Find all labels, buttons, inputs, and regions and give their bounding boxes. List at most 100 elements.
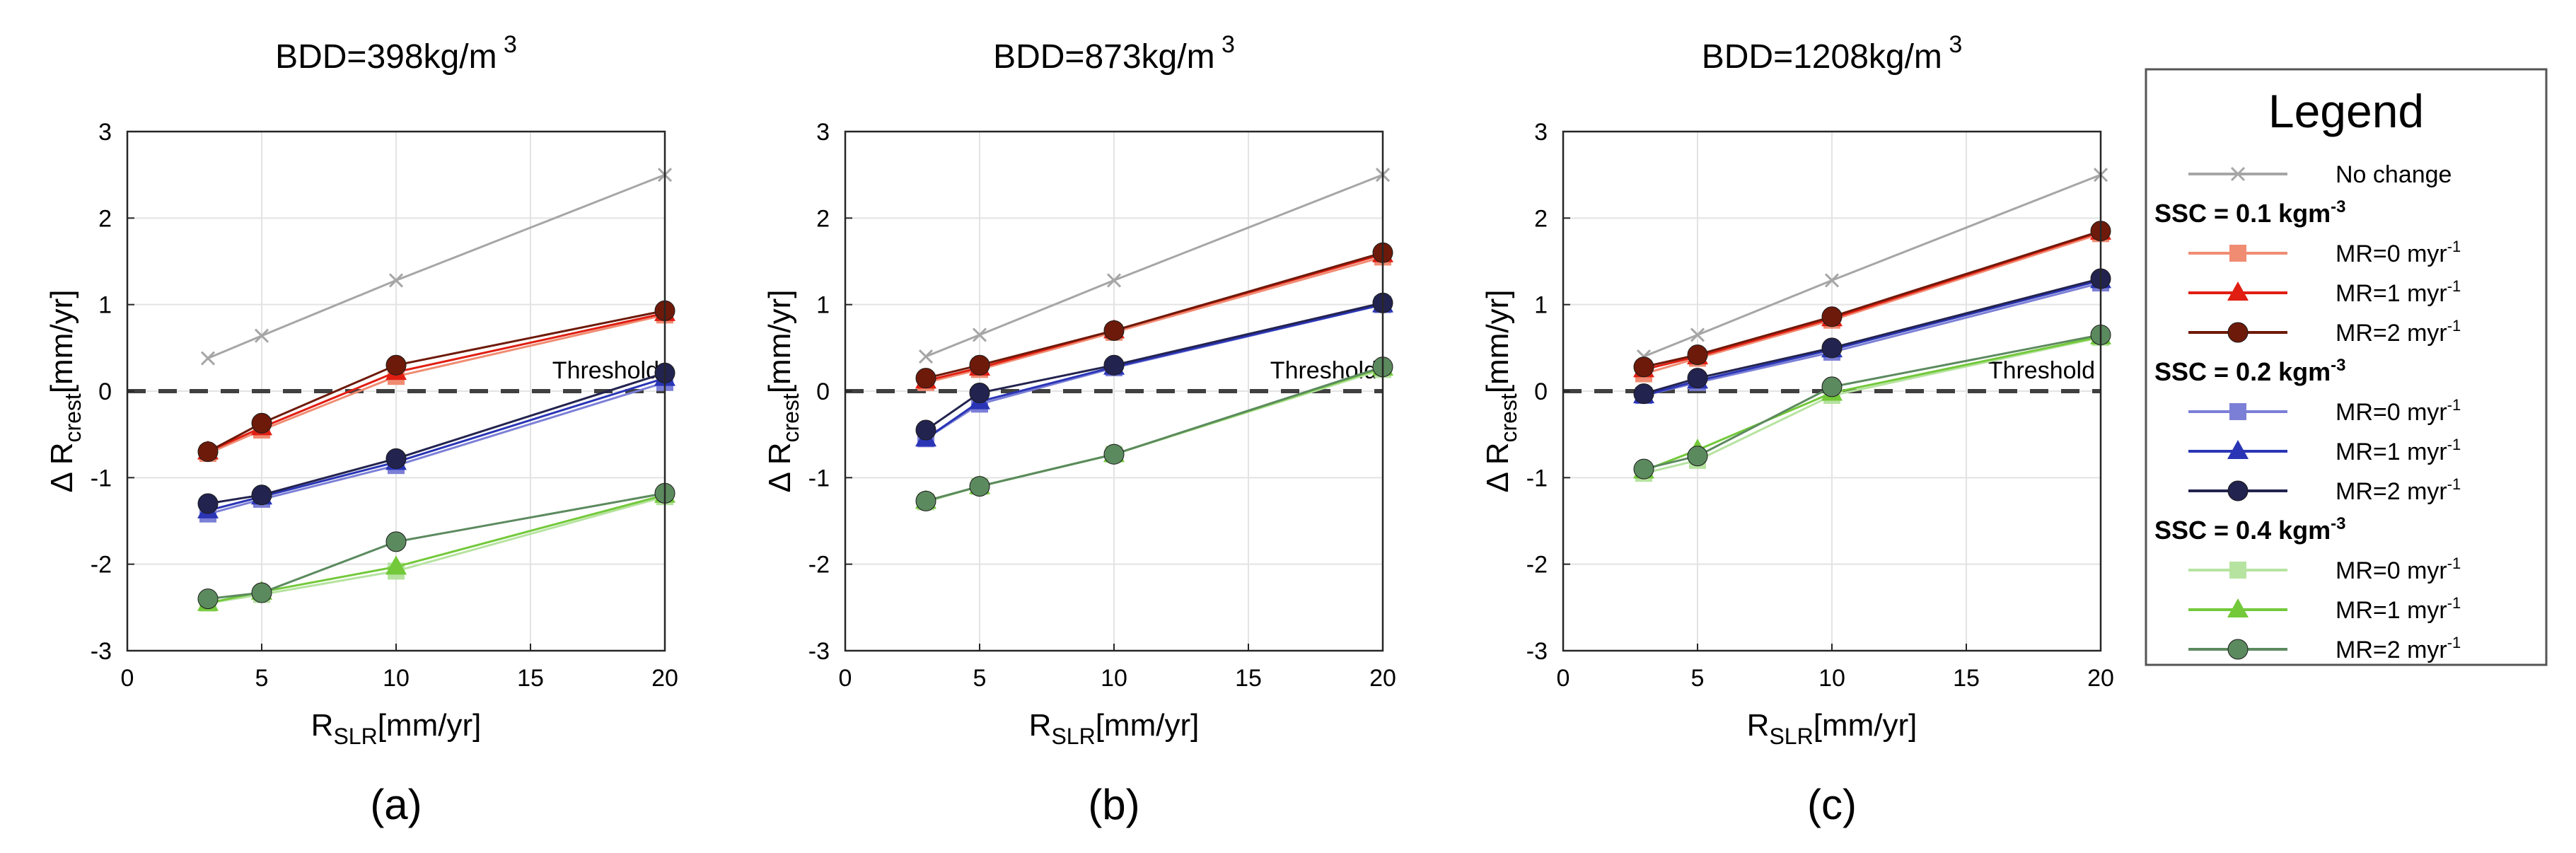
x-axis-label-unit: [mm/yr] [1814, 708, 1918, 743]
legend-label-sup: -1 [2447, 475, 2461, 493]
data-point-s3-1 [1687, 344, 1708, 366]
x-tick-label: 5 [973, 665, 987, 692]
series-line-3 [925, 251, 1383, 380]
data-point-s3-1 [251, 412, 272, 434]
series-line-1 [925, 255, 1383, 384]
series-line-7 [207, 495, 666, 605]
y-axis-label-sub: crest [1496, 393, 1521, 442]
x-axis-label-main: R [311, 708, 334, 743]
legend-label: MR=2 myr-1 [2336, 475, 2461, 505]
series-line-1 [207, 313, 666, 455]
legend-label: MR=1 myr-1 [2336, 277, 2461, 307]
x-axis-label: RSLR[mm/yr] [1747, 708, 1918, 749]
data-point-s0-2 [1106, 273, 1122, 288]
legend-heading-sup: -3 [2331, 197, 2345, 216]
x-axis-label-sub: SLR [333, 724, 377, 749]
data-point-s6-2 [1103, 354, 1125, 376]
series-line-3 [1643, 230, 2101, 369]
y-tick-label: -1 [91, 465, 112, 492]
legend-label: MR=0 myr-1 [2336, 555, 2461, 584]
data-point-s0-0 [918, 349, 934, 364]
y-tick-label: 3 [816, 119, 830, 146]
legend-label: MR=0 myr-1 [2336, 396, 2461, 426]
legend-heading-text: SSC = 0.1 kgm [2154, 199, 2331, 228]
series-line-0 [1643, 173, 2101, 358]
y-tick-label: -1 [808, 465, 830, 492]
x-tick-label: 20 [1369, 665, 1396, 692]
legend-label: MR=1 myr-1 [2336, 594, 2461, 624]
y-axis-label-unit: [mm/yr] [762, 290, 797, 394]
legend-heading-sup: -3 [2331, 514, 2345, 533]
chart-title: BDD=398kg/m 3 [275, 31, 517, 76]
data-point-s0-0 [200, 351, 216, 366]
data-point-s9-2 [1103, 443, 1125, 465]
chart-title-text: BDD=873kg/m [993, 38, 1214, 76]
data-point-s3-1 [969, 354, 990, 376]
y-axis-label-sub: crest [778, 393, 803, 442]
x-axis-label: RSLR[mm/yr] [1029, 708, 1200, 749]
x-axis-label-main: R [1747, 708, 1770, 743]
series-line-2 [207, 312, 666, 453]
data-point-s9-0 [915, 490, 936, 511]
data-point-s6-2 [1821, 337, 1843, 359]
x-tick-label: 0 [1557, 665, 1570, 692]
legend-marker [2227, 480, 2249, 501]
y-tick-label: -2 [1526, 552, 1548, 579]
y-axis-label: Δ Rcrest[mm/yr] [1480, 290, 1521, 493]
legend-item: MR=1 myr-1 [2188, 277, 2461, 307]
legend-heading-text: SSC = 0.4 kgm [2154, 516, 2331, 545]
legend-item: MR=1 myr-1 [2188, 594, 2461, 624]
legend-heading-sup: -3 [2331, 356, 2345, 375]
y-tick-label: -3 [1526, 638, 1548, 665]
legend-label-text: MR=1 myr [2336, 439, 2447, 465]
x-tick-label: 5 [255, 665, 269, 692]
legend-label-text: MR=0 myr [2336, 240, 2447, 267]
data-point-s9-1 [1687, 446, 1708, 467]
series-line-5 [925, 303, 1383, 440]
panel-label: (b) [1088, 781, 1139, 828]
chart-title-sup: 3 [1942, 31, 1962, 58]
panel-label: (c) [1807, 781, 1857, 828]
y-tick-label: -3 [91, 638, 112, 665]
y-tick-label: -2 [808, 552, 830, 579]
legend-label-text: MR=1 myr [2336, 597, 2447, 624]
panel-label: (a) [370, 781, 422, 828]
data-point-s9-0 [197, 588, 219, 610]
series-line-7 [1643, 336, 2101, 475]
y-tick-label: 0 [98, 378, 112, 405]
legend-item: MR=0 myr-1 [2188, 238, 2461, 267]
data-point-s3-0 [1633, 356, 1654, 378]
legend-marker [2229, 403, 2246, 420]
legend-item: MR=2 myr-1 [2188, 317, 2461, 347]
chart-title: BDD=1208kg/m 3 [1702, 31, 1963, 76]
legend-label-text: No change [2336, 161, 2452, 188]
chart-title-sup: 3 [497, 31, 517, 58]
legend-label-sup: -1 [2447, 594, 2461, 612]
legend-item: MR=0 myr-1 [2188, 555, 2461, 584]
legend-marker [2230, 166, 2246, 182]
data-point-s8-2 [385, 555, 407, 575]
y-axis-label-main: Δ R [762, 443, 797, 493]
legend-marker [2227, 440, 2249, 459]
legend-item: MR=2 myr-1 [2188, 475, 2461, 505]
y-tick-label: 1 [98, 292, 112, 319]
legend-label-text: MR=2 myr [2336, 320, 2447, 347]
chart-title-text: BDD=1208kg/m [1702, 38, 1942, 76]
legend-label-text: MR=0 myr [2336, 399, 2447, 426]
series-line-5 [1643, 279, 2101, 397]
data-point-s6-1 [969, 382, 990, 403]
data-point-s3-0 [197, 441, 219, 463]
data-point-s9-1 [969, 476, 990, 497]
series-line-0 [925, 173, 1383, 358]
legend-item: MR=2 myr-1 [2188, 634, 2461, 663]
series-line-8 [207, 494, 666, 605]
y-tick-label: 2 [816, 205, 830, 232]
legend-marker [2229, 562, 2246, 579]
legend-label-sup: -1 [2447, 555, 2461, 572]
y-tick-label: 1 [816, 292, 830, 319]
y-tick-label: 0 [816, 378, 830, 405]
legend-marker [2227, 282, 2249, 301]
